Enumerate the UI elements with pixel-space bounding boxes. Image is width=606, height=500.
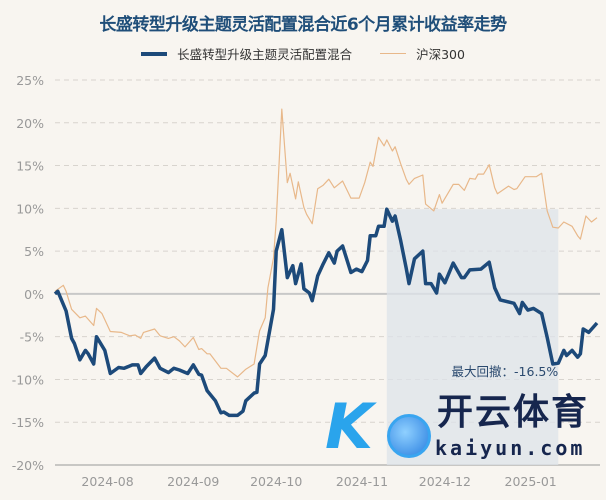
legend-swatch-fund [141, 51, 168, 56]
legend-swatch-index [380, 53, 407, 54]
y-tick-label: 10% [16, 201, 44, 216]
y-tick-label: 5% [24, 244, 44, 259]
y-tick-label: -15% [12, 415, 44, 430]
legend: 长盛转型升级主题灵活配置混合 沪深300 [0, 44, 606, 63]
index-series-line [54, 108, 598, 378]
x-tick-label: 2024-11 [336, 474, 388, 489]
legend-label-index: 沪深300 [416, 47, 465, 62]
y-tick-label: -5% [20, 330, 44, 345]
max-drawdown-label: 最大回撤：-16.5% [452, 364, 559, 379]
y-tick-label: 20% [16, 116, 44, 131]
chart-title: 长盛转型升级主题灵活配置混合近6个月累计收益率走势 [99, 15, 507, 35]
x-tick-label: 2024-09 [167, 474, 219, 489]
y-tick-label: -20% [12, 458, 44, 473]
x-tick-label: 2024-12 [419, 474, 471, 489]
y-tick-label: 15% [16, 159, 44, 174]
legend-item-fund[interactable]: 长盛转型升级主题灵活配置混合 [141, 44, 352, 63]
fund-series-line [53, 207, 599, 418]
max-drawdown-area [386, 209, 559, 465]
y-tick-label: 25% [16, 73, 44, 88]
x-tick-label: 2025-01 [505, 474, 557, 489]
legend-label-fund: 长盛转型升级主题灵活配置混合 [177, 47, 353, 62]
legend-item-index[interactable]: 沪深300 [380, 44, 465, 63]
x-tick-label: 2024-10 [250, 474, 302, 489]
x-tick-label: 2024-08 [81, 474, 133, 489]
y-tick-label: 0% [24, 287, 44, 302]
y-tick-label: -10% [12, 372, 44, 387]
